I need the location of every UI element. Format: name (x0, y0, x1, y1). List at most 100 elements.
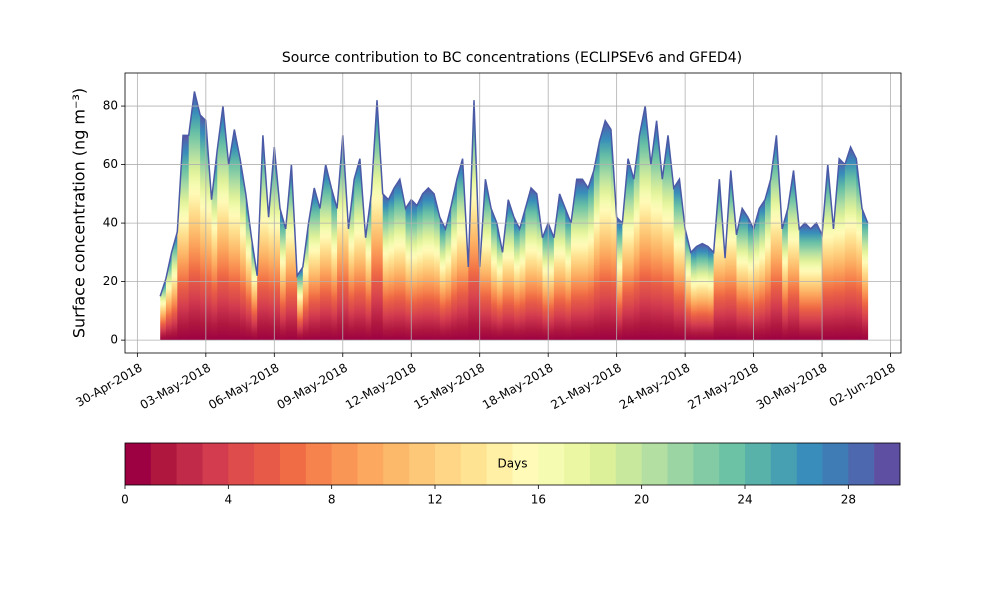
x-tick-label: 27-May-2018 (685, 361, 760, 413)
area-segment (508, 199, 515, 341)
y-tick-label: 80 (103, 99, 118, 113)
area-segment (782, 208, 789, 341)
area-segment (622, 158, 629, 341)
colorbar-cell (564, 443, 591, 485)
area-segment (382, 193, 389, 341)
area-segment (776, 135, 783, 341)
area-segment (730, 170, 737, 341)
colorbar-cell (641, 443, 668, 485)
area-segment (354, 158, 361, 341)
y-tick-label: 40 (103, 216, 118, 230)
area-segment (765, 179, 772, 341)
area-segment (833, 158, 840, 341)
colorbar-cell (745, 443, 772, 485)
colorbar-cell (874, 443, 901, 485)
colorbar-cell (796, 443, 823, 485)
colorbar-tick-label: 16 (531, 493, 546, 507)
area-segment (571, 179, 578, 341)
y-tick-label: 0 (110, 333, 118, 347)
area-segment (582, 179, 589, 341)
area-segment (827, 164, 834, 341)
area-segment (434, 193, 441, 341)
area-segment (359, 158, 366, 341)
colorbar-tick-label: 8 (328, 493, 336, 507)
area-segment (188, 91, 195, 341)
area-segment (240, 158, 247, 341)
colorbar-cell (383, 443, 410, 485)
x-tick-label: 21-May-2018 (548, 361, 623, 413)
area-segment (205, 120, 212, 341)
area-segment (388, 187, 395, 341)
area-segment (445, 205, 452, 341)
x-tick-label: 18-May-2018 (480, 361, 555, 413)
colorbar-cell (590, 443, 617, 485)
area-segment (593, 141, 600, 341)
area-segment (742, 208, 749, 341)
area-segment (747, 217, 754, 341)
area-segment (468, 100, 475, 341)
area-segment (839, 158, 846, 341)
colorbar-tick-label: 20 (634, 493, 649, 507)
colorbar-tick-label: 24 (737, 493, 752, 507)
area-segment (234, 129, 241, 341)
colorbar-cell (331, 443, 358, 485)
colorbar-tick-label: 0 (121, 493, 129, 507)
colorbar-cell (280, 443, 307, 485)
area-segment (702, 243, 709, 341)
area-segment (588, 170, 595, 341)
area-segment (371, 100, 378, 341)
area-segment (662, 135, 669, 341)
colorbar-cell (538, 443, 565, 485)
area-segment (559, 193, 566, 341)
chart-title: Source contribution to BC concentrations… (282, 50, 742, 66)
colorbar-cell (357, 443, 384, 485)
area-segment (565, 208, 572, 341)
area-segment (228, 129, 235, 341)
area-segment (177, 135, 184, 341)
colorbar-label: Days (498, 457, 528, 471)
area-segment (485, 179, 492, 341)
area-segment (685, 228, 692, 341)
x-tick-label: 12-May-2018 (343, 361, 418, 413)
colorbar-cell (486, 443, 513, 485)
y-tick-label: 20 (103, 274, 118, 288)
area-segment (862, 208, 869, 341)
area-segment (183, 135, 190, 341)
area-segment (308, 187, 315, 341)
area-segment (377, 100, 384, 341)
area-segment (605, 120, 612, 341)
colorbar-cell (435, 443, 462, 485)
area-segment (194, 91, 201, 341)
area-segment (725, 170, 732, 341)
colorbar-cell (305, 443, 332, 485)
area-segment (850, 147, 857, 341)
area-segment (462, 158, 469, 341)
colorbar-cell (693, 443, 720, 485)
area-segment (513, 217, 521, 341)
area-segment (696, 243, 703, 341)
x-tick-label: 24-May-2018 (617, 361, 692, 413)
area-segment (331, 187, 338, 341)
area-segment (525, 187, 532, 341)
colorbar-cell (848, 443, 875, 485)
colorbar-tick-label: 28 (841, 493, 856, 507)
colorbar-cell (409, 443, 436, 485)
area-segment (491, 208, 498, 341)
area-segment (793, 170, 800, 341)
colorbar-cell (254, 443, 281, 485)
area-segment (456, 158, 463, 341)
plot-area (159, 91, 869, 341)
area-segment (285, 164, 292, 341)
area-segment (342, 135, 349, 341)
area-segment (416, 193, 424, 341)
colorbar-tick-label: 12 (427, 493, 442, 507)
area-segment (268, 147, 275, 341)
area-segment (576, 179, 583, 341)
y-axis-label: Surface concentration (ng m⁻³) (70, 88, 89, 338)
area-segment (325, 164, 332, 341)
area-segment (628, 158, 635, 341)
area-segment (399, 179, 406, 341)
area-segment (439, 217, 446, 341)
area-segment (610, 129, 618, 341)
